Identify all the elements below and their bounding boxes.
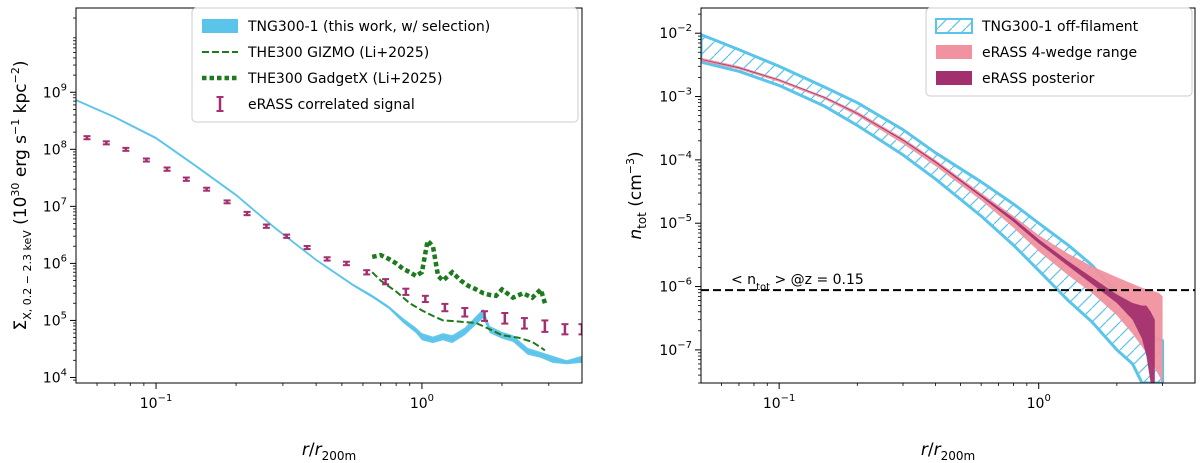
erass-errorbar-point [163, 166, 171, 172]
legend-item-the300-gadgetx-li-2025: THE300 GadgetX (Li+2025) [202, 71, 442, 87]
y-tick-label: 109 [43, 82, 67, 101]
erass-errorbar-point [382, 278, 390, 286]
erass-4-wedge-range-band [701, 57, 1163, 383]
erass-errorbar-point [541, 319, 549, 333]
y-tick-label: 10−6 [659, 277, 692, 296]
legend-swatch [936, 45, 972, 59]
legend-box [925, 7, 1193, 97]
x-tick-label: 100 [1027, 393, 1051, 412]
erass-errorbar-point [342, 260, 350, 267]
legend-item-erass-posterior: eRASS posterior [936, 71, 1095, 87]
y-tick-label: 10−3 [659, 87, 692, 106]
y-tick-label: 105 [43, 310, 67, 329]
erass-errorbar-point [203, 186, 211, 192]
y-axis-label: ntot (cm−3) [624, 151, 649, 239]
legend-label: TNG300-1 off-filament [981, 19, 1139, 35]
erass-errorbar-point [283, 233, 291, 239]
erass-errorbar-point [578, 323, 582, 336]
x-axis-label: r/r200m [302, 440, 356, 463]
tng300-1-this-work-w-selection-center-line [76, 99, 582, 364]
legend-swatch [202, 19, 238, 33]
erass-errorbar-point [262, 223, 270, 229]
y-tick-label: 108 [43, 139, 67, 158]
legend-label: eRASS correlated signal [248, 97, 415, 113]
y-tick-label: 106 [43, 253, 67, 272]
y-tick-label: 104 [43, 367, 67, 386]
legend-box [191, 7, 579, 123]
erass-errorbar-point [303, 244, 311, 251]
erass-errorbar-point [421, 294, 429, 304]
erass-errorbar-point [402, 287, 410, 296]
erass-errorbar-point [363, 269, 371, 276]
erass-errorbar-point [83, 135, 91, 141]
erass-errorbar-point [243, 210, 251, 217]
legend-item-tng300-1-off-filament: TNG300-1 off-filament [935, 18, 1139, 35]
legend-label: THE300 GadgetX (Li+2025) [247, 71, 442, 87]
the300-gadgetx-li-2025-line [371, 235, 548, 304]
mean-density-label: < ntot > @z = 0.15 [731, 272, 864, 293]
legend-item-erass-4-wedge-range: eRASS 4-wedge range [936, 45, 1137, 61]
erass-errorbar-point [102, 140, 110, 146]
density-panel: 10−1 100 10−7 10−6 10−5 10−4 10−3 10−2 TNG300-1… [624, 7, 1196, 463]
erass-errorbar-point [223, 199, 231, 205]
erass-errorbar-point [142, 157, 150, 163]
y-axis-label: ΣX, 0.2 − 2.3 keV (1030 erg s−1 kpc−2) [9, 61, 34, 331]
erass-errorbar-point [461, 307, 469, 318]
x-tick-label: 10−1 [140, 393, 173, 412]
x-tick-label: 100 [410, 393, 434, 412]
legend-label: TNG300-1 (this work, w/ selection) [247, 19, 490, 35]
erass-errorbar-point [122, 146, 130, 152]
surface-brightness-panel: 10−1 100 104 105 106 107 108 109 TNG300-1 (this… [9, 7, 583, 463]
erass-errorbar-point [182, 176, 190, 182]
y-tick-label: 10−5 [659, 213, 692, 232]
legend-label: eRASS 4-wedge range [982, 45, 1137, 61]
y-tick-label: 107 [43, 196, 67, 215]
erass-errorbar-point [520, 317, 528, 330]
legend-item-the300-gizmo-li-2025: THE300 GIZMO (Li+2025) [202, 45, 429, 61]
the300-gizmo-li-2025-line [371, 271, 546, 352]
x-tick-label: 10−1 [763, 393, 796, 412]
legend-item-tng300-1-this-work-w-selection: TNG300-1 (this work, w/ selection) [202, 19, 490, 35]
erass-errorbar-point [481, 310, 489, 322]
y-tick-label: 10−7 [659, 340, 692, 359]
y-tick-label: 10−2 [659, 23, 692, 42]
legend-label: THE300 GIZMO (Li+2025) [247, 45, 429, 61]
legend-item-erass-correlated-signal: eRASS correlated signal [216, 96, 415, 113]
x-axis-label: r/r200m [921, 440, 975, 463]
y-tick-label: 10−4 [659, 150, 692, 169]
erass-errorbar-point [441, 302, 449, 313]
erass-errorbar-point [323, 256, 331, 262]
erass-errorbar-point [561, 323, 569, 336]
legend-swatch [935, 18, 973, 34]
legend-label: eRASS posterior [982, 71, 1095, 87]
erass-errorbar-point [501, 311, 509, 325]
erass-posterior-band [701, 59, 1155, 383]
legend-swatch [936, 71, 972, 85]
